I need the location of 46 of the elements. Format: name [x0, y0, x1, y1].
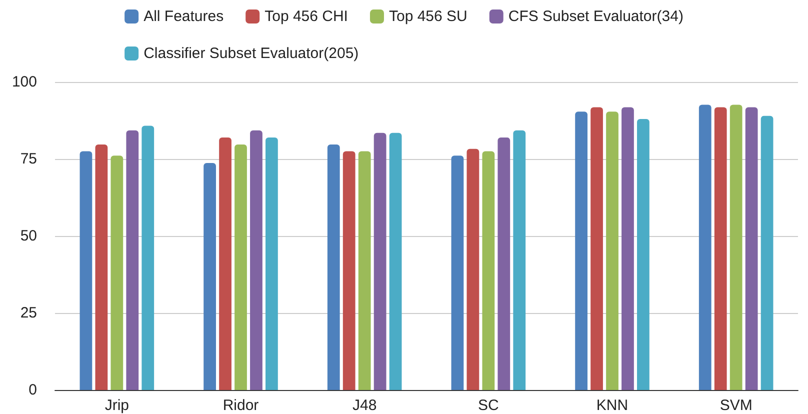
x-tick-label: Ridor [222, 397, 259, 414]
bar [234, 144, 247, 390]
bar [637, 118, 650, 390]
bar [250, 130, 262, 390]
y-tick-label: 100 [12, 74, 37, 90]
bar [622, 107, 634, 390]
x-tick-label: Jrip [104, 397, 130, 414]
bar [374, 132, 386, 390]
legend-label: All Features [144, 8, 224, 25]
bar [451, 156, 464, 390]
legend-label: Classifier Subset Evaluator(205) [144, 45, 359, 62]
bar [730, 104, 742, 390]
x-tick-label: SVM [720, 397, 752, 414]
bar [110, 156, 124, 390]
x-tick-label: J48 [352, 397, 377, 414]
y-tick-label: 0 [28, 382, 37, 398]
bar [80, 151, 92, 390]
bar [698, 104, 712, 390]
bar [466, 148, 480, 390]
bar [126, 130, 139, 390]
bar [219, 137, 232, 390]
bar [95, 144, 108, 390]
legend-label: CFS Subset Evaluator(34) [508, 8, 684, 25]
bar [498, 137, 510, 390]
y-tick-label: 25 [20, 304, 37, 322]
bar [714, 107, 727, 390]
y-tick-label: 75 [20, 150, 37, 168]
bar [358, 151, 371, 390]
bar [745, 107, 758, 390]
x-tick-label: SC [478, 397, 499, 414]
legend-label: Top 456 SU [388, 8, 468, 25]
bar [606, 112, 618, 390]
legend-label: Top 456 CHI [264, 8, 348, 25]
x-tick-label: KNN [596, 397, 628, 414]
y-tick-label: 50 [20, 228, 37, 244]
bar [142, 126, 154, 390]
bar [204, 163, 216, 390]
bar [760, 116, 774, 390]
bar [389, 132, 402, 390]
bar [513, 130, 526, 390]
bar [575, 112, 588, 390]
bar [482, 151, 495, 390]
bar [590, 107, 603, 390]
bar [342, 151, 356, 390]
bar [327, 144, 340, 390]
bar [266, 137, 278, 390]
